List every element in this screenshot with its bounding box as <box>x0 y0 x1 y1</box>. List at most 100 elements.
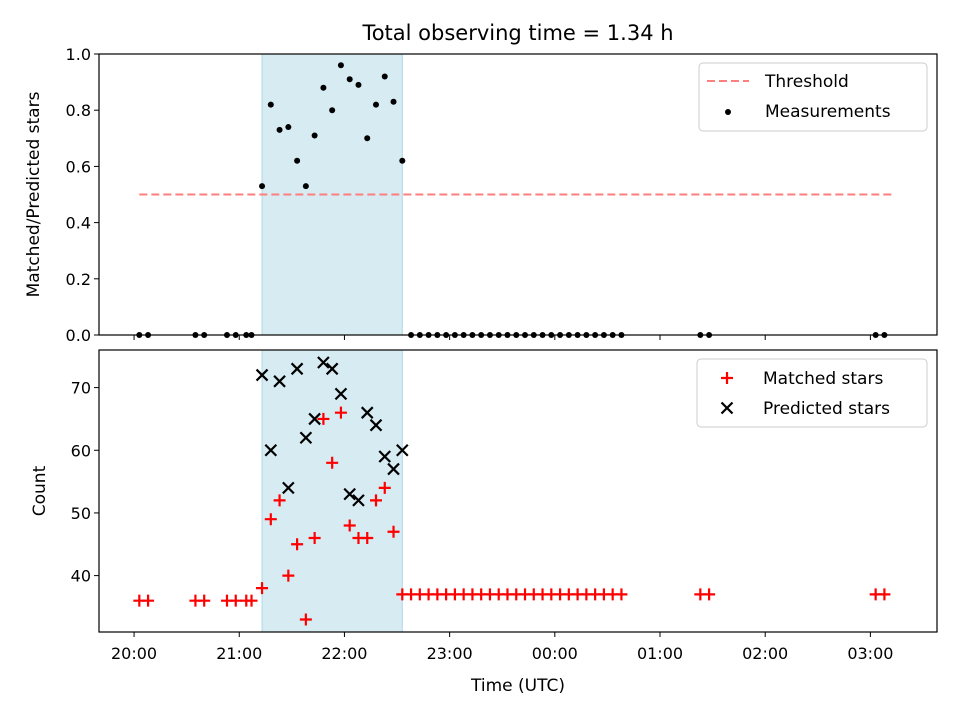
legend-threshold-label: Threshold <box>764 72 849 92</box>
legend-measurements-swatch <box>725 109 731 115</box>
matched-star-point <box>703 588 716 601</box>
measurement-point <box>337 62 344 69</box>
x-tick-label: 23:00 <box>427 644 473 663</box>
legend-box <box>696 358 928 428</box>
measurement-point <box>329 107 336 114</box>
predicted-star-point <box>360 406 374 419</box>
matched-star-points <box>133 406 891 626</box>
matched-star-point <box>334 406 347 419</box>
predicted-star-point <box>255 368 269 382</box>
predicted-star-point <box>264 443 278 457</box>
y-tick-label: 0.4 <box>66 214 91 233</box>
x-axis-label: Time (UTC) <box>470 676 565 696</box>
predicted-star-points <box>255 356 409 507</box>
predicted-star-point <box>387 462 400 476</box>
matched-star-point <box>615 588 628 601</box>
predicted-star-point <box>290 362 304 376</box>
matched-star-point <box>299 613 312 626</box>
chart-title: Total observing time = 1.34 h <box>361 21 673 45</box>
measurement-point <box>355 81 362 88</box>
measurement-point <box>311 132 318 139</box>
x-axis-ticks-bottom: 20:00 21:00 22:00 23:00 00:00 01:00 02:00 03:00 <box>111 632 893 663</box>
predicted-star-point <box>325 362 339 376</box>
x-axis-ticks-top <box>133 335 871 340</box>
legend-matched-label: Matched stars <box>763 369 883 389</box>
matched-star-point <box>245 594 258 607</box>
legend-matched-swatch <box>721 372 733 384</box>
legend-top: Threshold Measurements <box>698 62 928 132</box>
legend-predicted-label: Predicted stars <box>763 399 890 419</box>
matched-star-point <box>361 532 374 544</box>
measurement-point <box>259 183 266 190</box>
matched-star-point <box>326 456 339 469</box>
measurement-point <box>294 157 301 164</box>
measurement-point <box>364 135 371 142</box>
y-axis-ticks-bottom: 40 50 60 70 <box>71 379 99 586</box>
matched-star-point <box>878 588 891 601</box>
matched-star-point <box>291 538 304 551</box>
y-tick-label: 70 <box>71 379 91 398</box>
y-tick-label: 0.2 <box>66 270 91 289</box>
matched-star-point <box>142 594 155 607</box>
matched-star-point <box>229 594 242 607</box>
matched-star-point <box>282 569 295 582</box>
measurement-point <box>302 183 309 190</box>
matched-star-point <box>256 582 269 595</box>
measurement-point <box>399 157 406 164</box>
legend-box <box>698 62 928 132</box>
matched-star-point <box>378 481 391 494</box>
predicted-star-point <box>396 443 409 457</box>
matched-star-point <box>198 594 211 607</box>
y-tick-label: 1.0 <box>66 45 91 64</box>
plot-frame-bottom <box>98 349 938 633</box>
x-tick-label: 21:00 <box>216 644 262 663</box>
y-axis-label-bottom: Count <box>30 465 50 516</box>
measurement-point <box>276 126 283 133</box>
matched-star-point <box>369 494 382 507</box>
measurement-point <box>390 98 397 105</box>
plot-frame-top <box>98 53 938 336</box>
measurement-point <box>320 84 327 91</box>
x-tick-label: 22:00 <box>321 644 367 663</box>
predicted-star-point <box>369 418 383 432</box>
x-tick-label: 01:00 <box>637 644 683 663</box>
count-panel: 40 50 60 70 20:00 21:00 22:00 23:00 00:00 01:00 0… <box>30 349 938 696</box>
x-tick-label: 00:00 <box>532 644 578 663</box>
measurement-point <box>267 101 274 108</box>
x-tick-label: 20:00 <box>111 644 157 663</box>
y-tick-label: 0.0 <box>66 326 91 345</box>
legend-bottom: Matched stars Predicted stars <box>696 358 928 428</box>
legend-predicted-swatch <box>720 401 734 415</box>
y-tick-label: 50 <box>71 504 91 523</box>
measurement-point <box>372 101 379 108</box>
predicted-star-point <box>352 494 365 507</box>
y-tick-label: 0.6 <box>66 157 91 176</box>
x-tick-label: 03:00 <box>847 644 893 663</box>
matched-star-point <box>317 412 330 425</box>
predicted-star-point <box>273 375 286 388</box>
predicted-star-point <box>343 487 356 501</box>
matched-star-point <box>273 494 286 507</box>
observing-window-shade-bottom <box>261 349 403 633</box>
x-tick-label: 02:00 <box>742 644 788 663</box>
matched-star-point <box>387 525 400 538</box>
measurement-point <box>381 73 388 80</box>
measurement-point <box>285 124 292 131</box>
y-axis-ticks-top: 0.0 0.2 0.4 0.6 0.8 1.0 <box>66 45 99 345</box>
predicted-star-point <box>317 356 330 369</box>
predicted-star-point <box>282 481 295 495</box>
predicted-star-point <box>308 412 321 426</box>
measurement-point <box>346 76 353 83</box>
predicted-star-point <box>334 387 348 401</box>
legend-measurements-label: Measurements <box>765 102 891 122</box>
ratio-panel: 0.0 0.2 0.4 0.6 0.8 1.0 Matched/Predicted sta… <box>24 45 938 345</box>
predicted-star-point <box>378 450 392 463</box>
matched-star-point <box>343 519 356 532</box>
y-tick-label: 60 <box>71 441 91 460</box>
matched-star-point <box>264 513 277 526</box>
matched-star-point <box>308 532 321 544</box>
y-tick-label: 40 <box>71 567 91 586</box>
y-tick-label: 0.8 <box>66 101 91 120</box>
predicted-star-point <box>299 431 313 445</box>
